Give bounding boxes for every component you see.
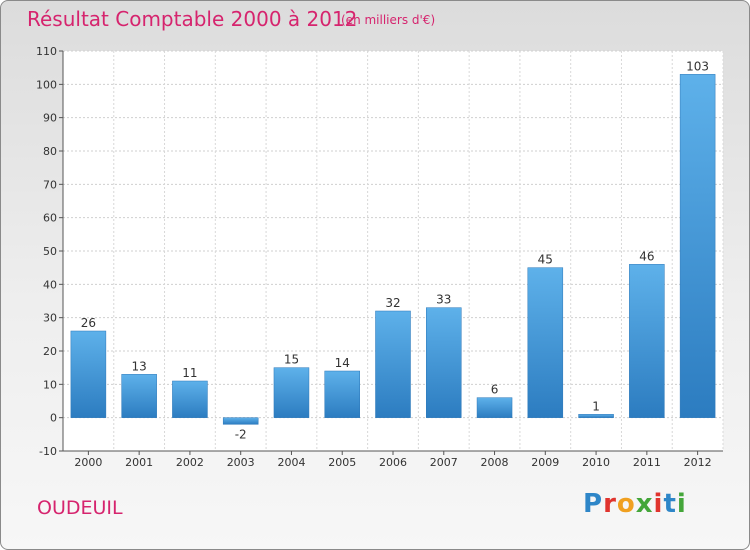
y-tick-label: 60 [43, 212, 57, 225]
commune-name: OUDEUIL [37, 497, 123, 519]
y-tick-label: 30 [43, 312, 57, 325]
x-tick-label: 2007 [430, 456, 458, 469]
x-tick-label: 2009 [531, 456, 559, 469]
bar [527, 267, 564, 418]
x-tick-label: 2005 [328, 456, 356, 469]
logo-letter: r [603, 489, 617, 519]
logo-letter: x [635, 489, 654, 519]
x-tick-label: 2006 [379, 456, 407, 469]
chart-subtitle: (en milliers d'€) [341, 13, 436, 27]
x-tick-label: 2010 [582, 456, 610, 469]
y-tick-label: 100 [36, 78, 57, 91]
logo-letter: i [653, 489, 664, 519]
y-tick-label: 90 [43, 112, 57, 125]
data-label: 32 [385, 296, 400, 310]
data-label: 26 [81, 316, 96, 330]
logo-letter: i [676, 489, 687, 519]
y-tick-label: 20 [43, 345, 57, 358]
data-label: 103 [686, 59, 709, 73]
y-tick-label: 0 [50, 412, 57, 425]
data-label: 6 [491, 383, 499, 397]
x-tick-label: 2002 [176, 456, 204, 469]
bar [679, 74, 716, 418]
data-label: -2 [235, 427, 247, 441]
bar [70, 330, 107, 418]
bar [629, 264, 665, 418]
data-label: 46 [639, 249, 654, 263]
data-label: 14 [335, 356, 350, 370]
logo-letter: P [583, 489, 604, 519]
y-tick-label: 70 [43, 178, 57, 191]
data-label: 15 [284, 353, 299, 367]
bar [121, 374, 157, 418]
bar [578, 414, 614, 418]
bar [222, 417, 259, 425]
bar [375, 310, 411, 418]
data-label: 13 [132, 359, 147, 373]
data-label: 1 [592, 399, 600, 413]
x-tick-label: 2011 [633, 456, 661, 469]
y-tick-label: 40 [43, 278, 57, 291]
data-label: 11 [182, 366, 197, 380]
x-tick-label: 2000 [74, 456, 102, 469]
bar [324, 370, 360, 418]
bar [172, 380, 208, 418]
chart-title: Résultat Comptable 2000 à 2012 [27, 7, 358, 31]
x-tick-label: 2012 [684, 456, 712, 469]
data-label: 33 [436, 293, 451, 307]
bar [426, 307, 462, 418]
y-tick-label: 50 [43, 245, 57, 258]
bar [476, 397, 513, 418]
y-tick-label: 80 [43, 145, 57, 158]
logo-letter: o [616, 489, 636, 519]
x-tick-label: 2008 [481, 456, 509, 469]
x-tick-label: 2004 [277, 456, 305, 469]
bar [273, 367, 310, 418]
proxiti-logo: Proxiti [583, 489, 687, 519]
y-tick-label: 10 [43, 378, 57, 391]
y-tick-label: -10 [39, 445, 57, 458]
y-tick-label: 110 [36, 45, 57, 58]
x-tick-label: 2003 [227, 456, 255, 469]
data-label: 45 [538, 253, 553, 267]
logo-letter: t [663, 489, 677, 519]
x-tick-label: 2001 [125, 456, 153, 469]
